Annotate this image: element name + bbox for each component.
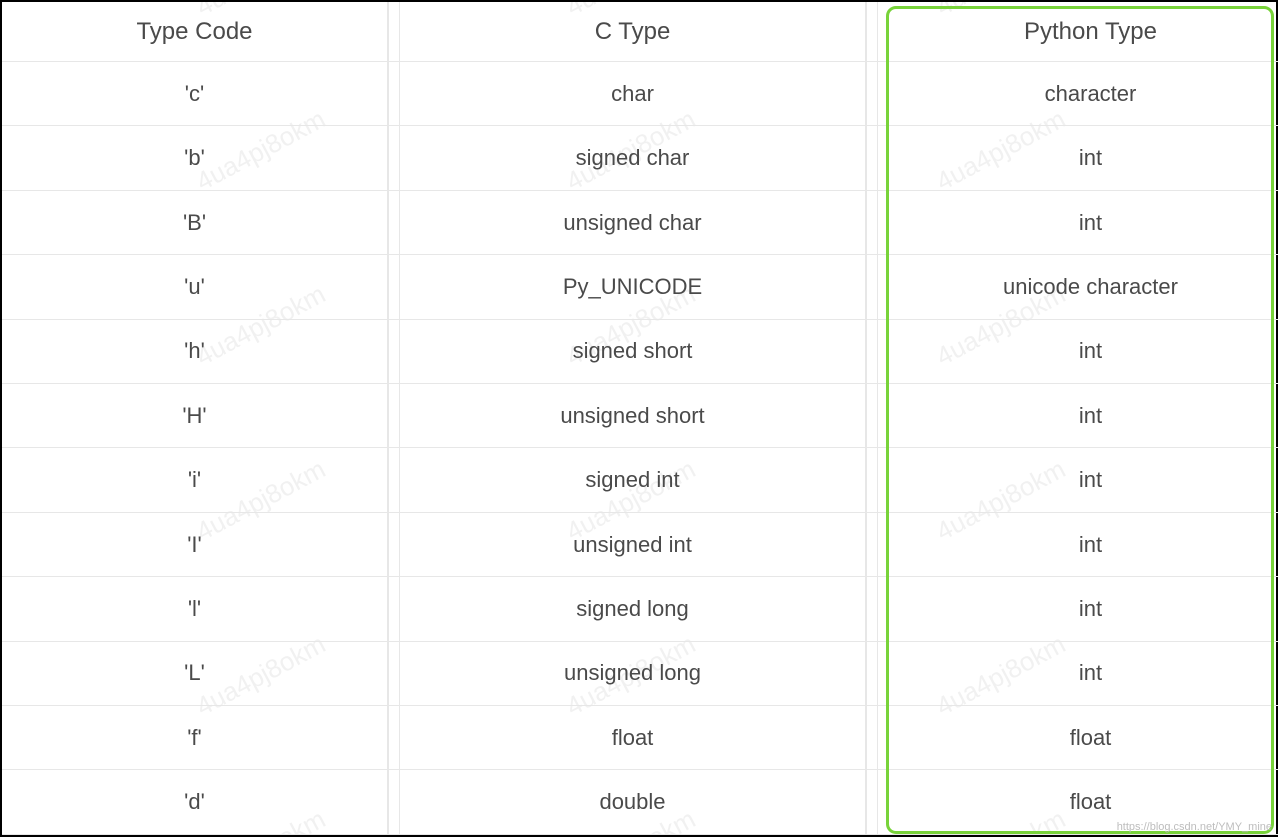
column-gap	[866, 577, 878, 641]
table-cell: 'h'	[2, 320, 388, 384]
column-gap	[866, 706, 878, 770]
column-header: Python Type	[878, 2, 1278, 62]
column-gap	[866, 448, 878, 512]
column-gap	[388, 448, 400, 512]
table-cell: int	[878, 191, 1278, 255]
column-gap	[866, 255, 878, 319]
table-cell: 'b'	[2, 126, 388, 190]
table-row: 'u'Py_UNICODEunicode character	[2, 255, 1278, 319]
table-cell: signed long	[400, 577, 866, 641]
table-cell: 'i'	[2, 448, 388, 512]
table-cell: 'l'	[2, 577, 388, 641]
table-cell: unsigned char	[400, 191, 866, 255]
column-gap	[388, 191, 400, 255]
table-cell: unsigned long	[400, 642, 866, 706]
table-row: 'f'floatfloat	[2, 706, 1278, 770]
table-cell: int	[878, 384, 1278, 448]
column-header: Type Code	[2, 2, 388, 62]
column-gap	[866, 126, 878, 190]
table-cell: 'u'	[2, 255, 388, 319]
type-codes-table: Type CodeC TypePython Type 'c'charcharac…	[2, 2, 1278, 835]
column-gap	[866, 770, 878, 835]
column-gap	[866, 513, 878, 577]
table-cell: signed char	[400, 126, 866, 190]
table-row: 'b'signed charint	[2, 126, 1278, 190]
table-row: 'd'doublefloat	[2, 770, 1278, 835]
table-cell: 'I'	[2, 513, 388, 577]
column-gap	[866, 384, 878, 448]
table-cell: int	[878, 126, 1278, 190]
table-header-row: Type CodeC TypePython Type	[2, 2, 1278, 62]
table-cell: 'c'	[2, 62, 388, 126]
table-cell: signed short	[400, 320, 866, 384]
table-cell: character	[878, 62, 1278, 126]
column-gap	[866, 642, 878, 706]
column-gap	[388, 513, 400, 577]
table-cell: 'f'	[2, 706, 388, 770]
column-gap	[388, 642, 400, 706]
table-row: 'h'signed shortint	[2, 320, 1278, 384]
table-cell: 'H'	[2, 384, 388, 448]
table-cell: int	[878, 448, 1278, 512]
table-cell: unsigned int	[400, 513, 866, 577]
table-cell: float	[878, 706, 1278, 770]
column-gap	[388, 62, 400, 126]
table-cell: Py_UNICODE	[400, 255, 866, 319]
table-row: 'l'signed longint	[2, 577, 1278, 641]
table-cell: 'd'	[2, 770, 388, 835]
table-cell: float	[400, 706, 866, 770]
table-body: 'c'charcharacter'b'signed charint'B'unsi…	[2, 62, 1278, 835]
table-cell: unsigned short	[400, 384, 866, 448]
table-row: 'I'unsigned intint	[2, 513, 1278, 577]
column-gap	[388, 770, 400, 835]
table-row: 'i'signed intint	[2, 448, 1278, 512]
table-row: 'H'unsigned shortint	[2, 384, 1278, 448]
table-cell: char	[400, 62, 866, 126]
table-cell: int	[878, 577, 1278, 641]
table-cell: int	[878, 320, 1278, 384]
table-frame: Type CodeC TypePython Type 'c'charcharac…	[0, 0, 1278, 837]
column-gap	[388, 126, 400, 190]
table-cell: signed int	[400, 448, 866, 512]
table-cell: 'B'	[2, 191, 388, 255]
table-row: 'L'unsigned longint	[2, 642, 1278, 706]
table-row: 'B'unsigned charint	[2, 191, 1278, 255]
column-gap	[866, 2, 878, 62]
table-cell: 'L'	[2, 642, 388, 706]
table-cell: int	[878, 513, 1278, 577]
column-gap	[866, 320, 878, 384]
source-url: https://blog.csdn.net/YMY_mine	[1117, 821, 1272, 833]
column-header: C Type	[400, 2, 866, 62]
table-cell: double	[400, 770, 866, 835]
column-gap	[388, 384, 400, 448]
column-gap	[388, 320, 400, 384]
table-row: 'c'charcharacter	[2, 62, 1278, 126]
column-gap	[388, 577, 400, 641]
table-cell: unicode character	[878, 255, 1278, 319]
column-gap	[388, 2, 400, 62]
column-gap	[388, 255, 400, 319]
column-gap	[388, 706, 400, 770]
column-gap	[866, 62, 878, 126]
table-cell: int	[878, 642, 1278, 706]
column-gap	[866, 191, 878, 255]
